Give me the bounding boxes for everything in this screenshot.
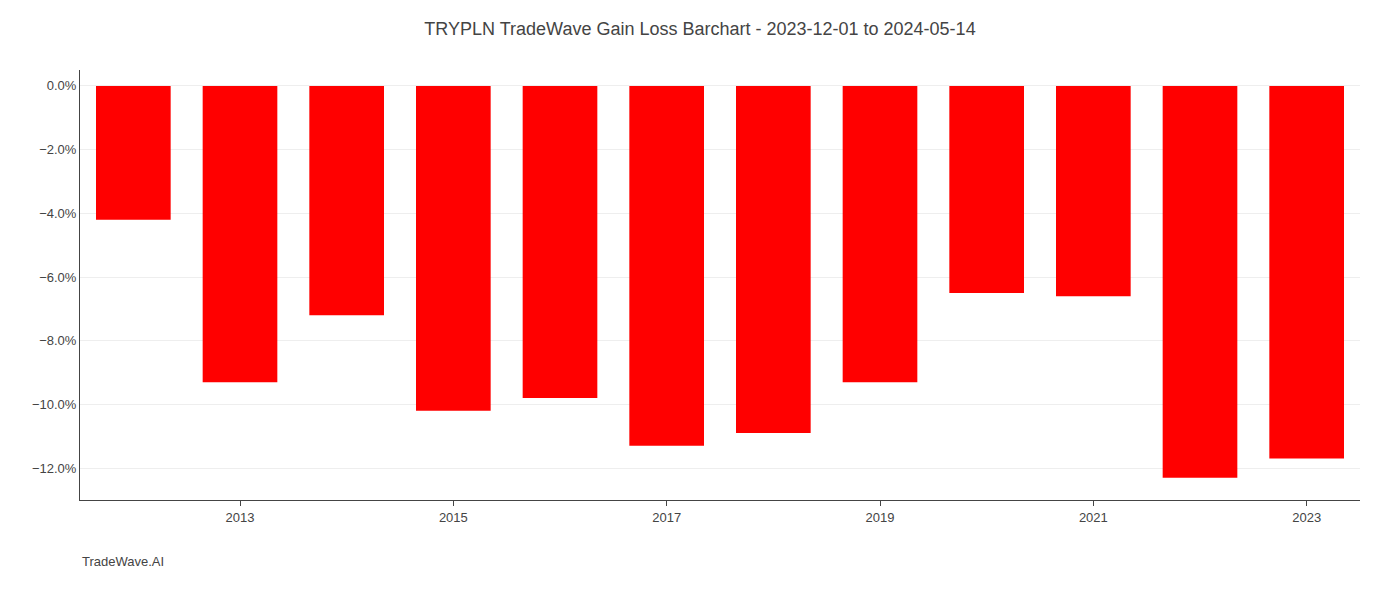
svg-text:0.0%: 0.0%: [47, 78, 77, 93]
svg-text:−4.0%: −4.0%: [39, 206, 77, 221]
svg-text:−2.0%: −2.0%: [39, 142, 77, 157]
svg-text:−12.0%: −12.0%: [32, 461, 77, 476]
svg-text:−10.0%: −10.0%: [32, 397, 77, 412]
svg-text:2017: 2017: [652, 510, 681, 525]
svg-text:TRYPLN TradeWave Gain Loss Bar: TRYPLN TradeWave Gain Loss Barchart - 20…: [424, 19, 975, 39]
svg-text:2013: 2013: [226, 510, 255, 525]
svg-text:2015: 2015: [439, 510, 468, 525]
svg-text:2019: 2019: [866, 510, 895, 525]
svg-text:−6.0%: −6.0%: [39, 270, 77, 285]
svg-text:TradeWave.AI: TradeWave.AI: [82, 554, 164, 569]
svg-text:−8.0%: −8.0%: [39, 333, 77, 348]
svg-text:2023: 2023: [1292, 510, 1321, 525]
svg-text:2021: 2021: [1079, 510, 1108, 525]
